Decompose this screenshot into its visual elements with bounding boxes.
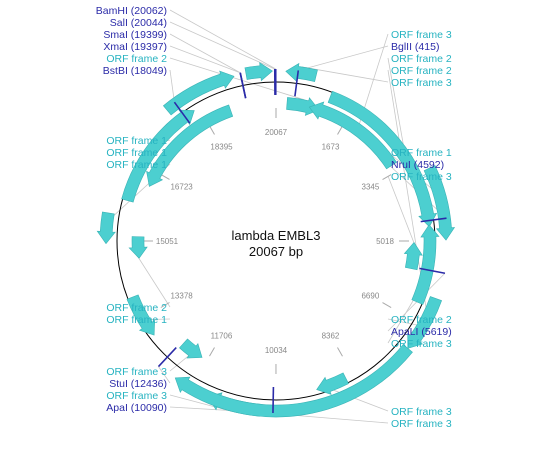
orf-arrow [146,104,234,187]
orf-label: ORF frame 3 [391,171,452,183]
orf-arrow [96,211,116,245]
leader-line [169,355,190,372]
tick-label: 3345 [362,183,380,192]
tick-label: 10034 [265,346,288,355]
orf-arrow [121,109,195,203]
orf-label: ORF frame 2 [391,314,452,326]
tick-label: 6690 [361,292,379,301]
orf-arrow [411,224,440,305]
orf-arrow [286,97,320,116]
orf-label: ORF frame 1 [106,147,167,159]
map-title: lambda EMBL3 [232,228,321,243]
enzyme-label: NruI (4592) [391,159,444,171]
leader-line [387,272,446,332]
tick-label: 16723 [170,182,193,191]
orf-arrow [316,372,349,395]
orf-label: ORF frame 3 [391,77,452,89]
tick-label: 5018 [376,237,394,246]
orf-label: ORF frame 1 [106,135,167,147]
orf-label: ORF frame 1 [391,147,452,159]
orf-label: ORF frame 2 [391,53,452,65]
enzyme-label: ApaI (10090) [106,402,167,414]
orf-label: ORF frame 3 [106,390,167,402]
map-length: 20067 bp [249,244,303,259]
orf-arrow [179,338,203,359]
orf-features [96,62,456,418]
orf-arrow [174,344,413,418]
orf-arrow [423,165,456,241]
leader-line [169,45,241,74]
orf-label: ORF frame 1 [106,314,167,326]
orf-label: ORF frame 2 [106,302,167,314]
tick-mark [382,302,392,308]
restriction-site-mark [419,267,446,275]
tick-mark [382,174,392,180]
restriction-site-mark [294,70,300,97]
leader-line [169,9,276,70]
leader-line [169,21,275,70]
orf-label: ORF frame 1 [106,159,167,171]
orf-label: ORF frame 2 [106,53,167,65]
orf-arrow [162,70,235,116]
enzyme-label: StuI (12436) [109,378,167,390]
enzyme-label: BamHI (20062) [96,5,167,17]
tick-mark [209,125,215,135]
orf-arrow [308,101,398,170]
leader-line [387,57,404,145]
restriction-site-mark [173,101,191,124]
tick-mark [160,174,170,180]
tick-mark [209,347,215,357]
tick-label: 1673 [322,143,340,152]
enzyme-label: XmaI (19397) [103,41,167,53]
orf-label: ORF frame 3 [391,338,452,350]
position-ticks: 20067 1673 3345 5018 6690 8362 10034 11706 13378… [142,108,410,375]
tick-label: 8362 [322,331,340,340]
tick-label: 15051 [156,237,179,246]
orf-arrow [407,296,442,349]
leader-line [169,57,305,101]
restriction-site-mark [420,217,447,223]
orf-arrow [403,241,423,271]
tick-label: 20067 [265,128,288,137]
tick-label: 13378 [170,292,193,301]
orf-arrow [128,236,148,259]
tick-label: 11706 [211,331,233,340]
restriction-site-mark [157,347,177,368]
enzyme-label: SmaI (19399) [103,29,167,41]
leader-line [298,415,389,424]
enzyme-label: BglII (415) [391,41,439,53]
enzyme-label: BstBI (18049) [103,65,167,77]
leader-line [298,45,389,71]
orf-label: ORF frame 2 [391,65,452,77]
orf-label: ORF frame 3 [391,406,452,418]
tick-mark [160,302,170,308]
orf-label: ORF frame 3 [391,29,452,41]
restriction-site-mark [239,72,247,99]
leader-line [169,69,175,103]
orf-arrow [244,62,273,82]
leader-line [158,366,171,384]
enzyme-label: ApaLI (5619) [391,326,452,338]
tick-mark [337,125,343,135]
orf-label: ORF frame 3 [391,418,452,430]
orf-label: ORF frame 3 [106,366,167,378]
tick-mark [337,347,343,357]
restriction-sites [157,68,447,413]
feature-labels: BamHI (20062)SalI (20044)SmaI (19399)Xma… [96,5,452,430]
leader-line [169,33,241,74]
tick-label: 18395 [210,143,233,152]
orf-arrow [126,294,156,336]
enzyme-label: SalI (20044) [110,17,167,29]
